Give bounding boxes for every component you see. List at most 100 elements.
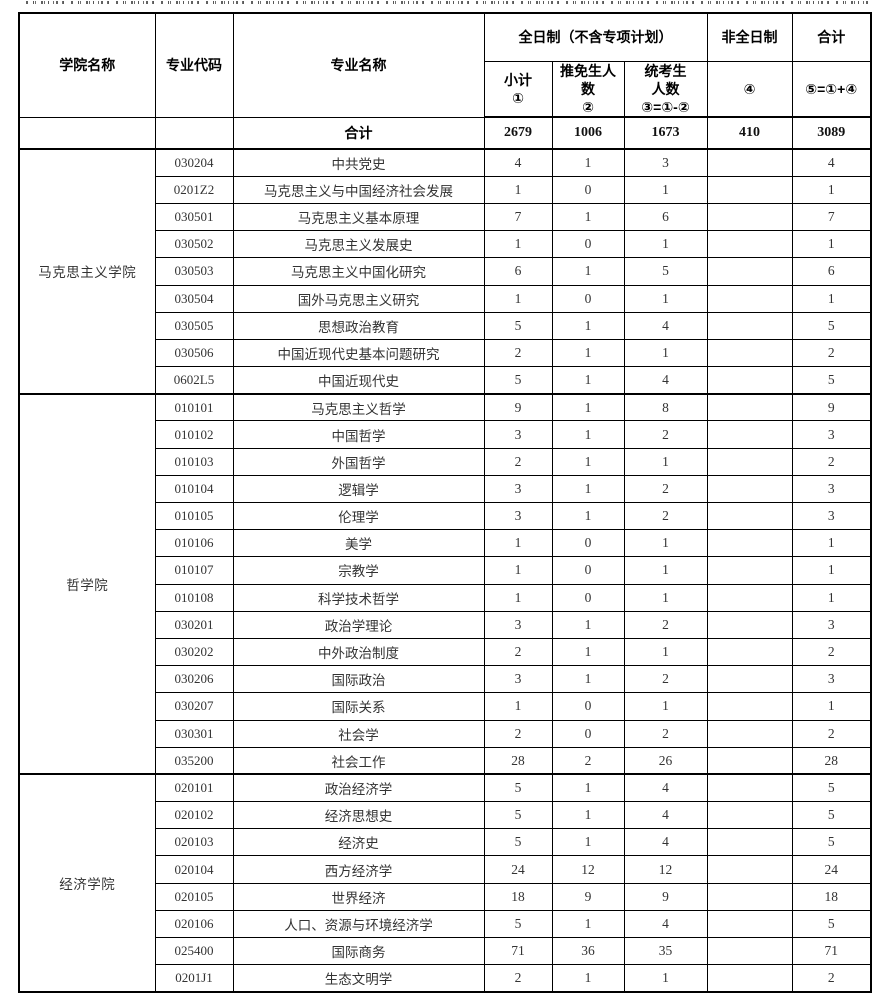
value-cell: 2 bbox=[483, 637, 553, 667]
value-cell: 26 bbox=[623, 746, 708, 775]
major-name-cell: 政治学理论 bbox=[232, 610, 485, 639]
data-row: 030207 国际关系 1 0 1 1 bbox=[19, 692, 872, 721]
value-cell: 1 bbox=[623, 583, 708, 612]
major-name-cell: 经济史 bbox=[232, 828, 485, 857]
major-name-cell: 中共党史 bbox=[232, 148, 485, 177]
value-cell bbox=[706, 529, 793, 558]
value-cell: 3 bbox=[791, 420, 872, 449]
value-cell: 3 bbox=[623, 148, 708, 177]
major-name-cell: 政治经济学 bbox=[232, 773, 485, 803]
value-cell: 4 bbox=[623, 366, 708, 395]
value-cell: 8 bbox=[623, 392, 708, 422]
value-cell: 12 bbox=[623, 855, 708, 884]
major-name-cell: 人口、资源与环境经济学 bbox=[232, 909, 485, 939]
value-cell: 5 bbox=[483, 909, 553, 939]
value-cell: 1 bbox=[791, 583, 872, 612]
data-row: 010105 伦理学 3 1 2 3 bbox=[19, 501, 872, 531]
value-cell: 1 bbox=[551, 773, 625, 803]
value-cell bbox=[706, 501, 793, 531]
major-name-cell: 宗教学 bbox=[232, 556, 485, 585]
data-row: 030503 马克思主义中国化研究 6 1 5 6 bbox=[19, 257, 872, 286]
major-name-cell: 思想政治教育 bbox=[232, 311, 485, 340]
value-cell: 1 bbox=[791, 230, 872, 259]
data-row: 030504 国外马克思主义研究 1 0 1 1 bbox=[19, 284, 872, 313]
major-name-cell: 国际关系 bbox=[232, 692, 485, 721]
value-cell: 3 bbox=[791, 501, 872, 531]
value-cell: 5 bbox=[483, 828, 553, 857]
value-cell: 71 bbox=[791, 936, 872, 966]
value-cell: 5 bbox=[483, 311, 553, 340]
value-cell: 4 bbox=[623, 773, 708, 803]
major-code-cell: 030206 bbox=[154, 665, 234, 694]
value-cell bbox=[706, 610, 793, 639]
value-cell: 1 bbox=[551, 447, 625, 476]
value-cell: 1 bbox=[483, 529, 553, 558]
value-cell: 3 bbox=[483, 665, 553, 694]
major-code-cell: 0201J1 bbox=[154, 964, 234, 993]
header-parttime-circle: ④ bbox=[706, 60, 793, 119]
grand-total-label: 合计 bbox=[232, 116, 485, 151]
value-cell: 24 bbox=[791, 855, 872, 884]
value-cell: 0 bbox=[551, 529, 625, 558]
value-cell bbox=[706, 936, 793, 966]
value-cell bbox=[706, 556, 793, 585]
value-cell: 1 bbox=[551, 366, 625, 395]
value-cell bbox=[706, 855, 793, 884]
value-cell: 1 bbox=[551, 392, 625, 422]
value-cell bbox=[706, 637, 793, 667]
major-code-cell: 030301 bbox=[154, 719, 234, 748]
value-cell: 1 bbox=[623, 637, 708, 667]
major-name-cell: 马克思主义发展史 bbox=[232, 230, 485, 259]
value-cell: 5 bbox=[623, 257, 708, 286]
value-cell: 35 bbox=[623, 936, 708, 966]
value-cell: 0 bbox=[551, 230, 625, 259]
value-cell: 2 bbox=[791, 964, 872, 993]
value-cell: 6 bbox=[623, 202, 708, 232]
value-cell: 1 bbox=[551, 202, 625, 232]
major-code-cell: 010104 bbox=[154, 474, 234, 504]
data-row: 0201J1 生态文明学 2 1 1 2 bbox=[19, 964, 872, 993]
data-row: 030201 政治学理论 3 1 2 3 bbox=[19, 610, 872, 639]
data-row: 035200 社会工作 28 2 26 28 bbox=[19, 746, 872, 775]
value-cell: 1 bbox=[551, 610, 625, 639]
total-college-empty-cell bbox=[18, 116, 156, 151]
value-cell: 7 bbox=[791, 202, 872, 232]
value-cell bbox=[706, 692, 793, 721]
value-cell: 5 bbox=[483, 773, 553, 803]
major-name-cell: 社会工作 bbox=[232, 746, 485, 775]
value-cell: 1 bbox=[551, 828, 625, 857]
clipped-text-line bbox=[26, 1, 872, 4]
data-row: 020106 人口、资源与环境经济学 5 1 4 5 bbox=[19, 909, 872, 939]
data-row: 010106 美学 1 0 1 1 bbox=[19, 529, 872, 558]
value-cell: 71 bbox=[483, 936, 553, 966]
major-code-cell: 035200 bbox=[154, 746, 234, 775]
data-row: 020103 经济史 5 1 4 5 bbox=[19, 828, 872, 857]
college-name-cell: 经济学院 bbox=[18, 773, 156, 993]
value-cell: 18 bbox=[791, 882, 872, 911]
major-code-cell: 030506 bbox=[154, 338, 234, 368]
value-cell: 1 bbox=[551, 801, 625, 830]
value-cell: 3 bbox=[483, 610, 553, 639]
value-cell: 9 bbox=[623, 882, 708, 911]
value-cell: 1 bbox=[791, 284, 872, 313]
major-code-cell: 030207 bbox=[154, 692, 234, 721]
major-code-cell: 010103 bbox=[154, 447, 234, 476]
value-cell: 2 bbox=[791, 719, 872, 748]
value-cell: 1 bbox=[623, 529, 708, 558]
value-cell: 1 bbox=[791, 529, 872, 558]
major-name-cell: 马克思主义与中国经济社会发展 bbox=[232, 175, 485, 204]
value-cell bbox=[706, 828, 793, 857]
value-cell: 3 bbox=[483, 474, 553, 504]
value-cell bbox=[706, 882, 793, 911]
value-cell: 1 bbox=[623, 338, 708, 368]
value-cell bbox=[706, 447, 793, 476]
value-cell: 1 bbox=[483, 230, 553, 259]
major-code-cell: 025400 bbox=[154, 936, 234, 966]
data-row: 030301 社会学 2 0 2 2 bbox=[19, 719, 872, 748]
data-row: 030505 思想政治教育 5 1 4 5 bbox=[19, 311, 872, 340]
value-cell: 1 bbox=[483, 692, 553, 721]
major-name-cell: 生态文明学 bbox=[232, 964, 485, 993]
data-row: 025400 国际商务 71 36 35 71 bbox=[19, 936, 872, 966]
value-cell: 1 bbox=[791, 556, 872, 585]
